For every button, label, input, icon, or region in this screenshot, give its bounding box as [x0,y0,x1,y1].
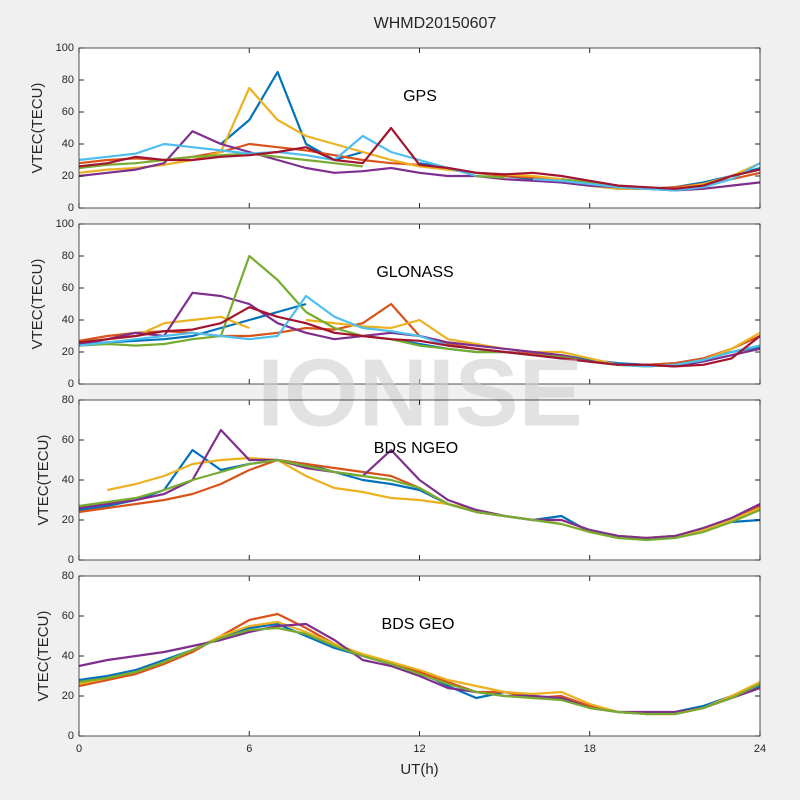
annotation: BDS GEO [382,616,455,633]
plot-area [79,48,760,208]
plot-area [79,224,760,384]
y-axis-label: VTEC(TECU) [35,611,52,702]
x-tick-label: 24 [754,743,766,755]
series-line [78,306,761,368]
annotation: GLONASS [376,264,453,281]
plot-area [79,576,760,736]
annotation: GPS [403,88,437,105]
y-tick-label: 20 [62,514,74,526]
y-tick-label: 40 [62,314,74,326]
y-axis-label: VTEC(TECU) [29,83,46,174]
figure-title: WHMD20150607 [374,15,497,32]
y-tick-label: 20 [62,170,74,182]
series-line [78,622,761,714]
y-tick-label: 60 [62,282,74,294]
y-tick-label: 40 [62,474,74,486]
y-tick-label: 0 [68,730,74,742]
y-tick-label: 0 [68,554,74,566]
y-tick-label: 80 [62,394,74,406]
y-tick-label: 0 [68,378,74,390]
y-tick-label: 80 [62,74,74,86]
y-tick-label: 100 [56,42,74,54]
x-axis-label: UT(h) [400,761,438,778]
y-tick-label: 40 [62,138,74,150]
y-tick-label: 60 [62,610,74,622]
y-tick-label: 20 [62,690,74,702]
x-tick-label: 0 [76,743,82,755]
y-tick-label: 60 [62,106,74,118]
annotation: BDS NGEO [374,440,458,457]
axes-box [78,223,761,385]
series-line [78,126,761,190]
y-tick-label: 20 [62,346,74,358]
series-line [78,458,761,542]
y-tick-label: 0 [68,202,74,214]
watermark: IONISE [257,339,582,446]
y-tick-label: 100 [56,218,74,230]
series-line [78,626,761,716]
axes-box [78,399,761,561]
y-tick-label: 60 [62,434,74,446]
y-axis-label: VTEC(TECU) [35,435,52,526]
y-tick-label: 40 [62,650,74,662]
series-line [78,294,761,368]
y-tick-label: 80 [62,250,74,262]
axes-box [78,575,761,737]
y-tick-label: 80 [62,570,74,582]
x-tick-label: 12 [413,743,425,755]
x-tick-label: 18 [584,743,596,755]
x-tick-label: 6 [246,743,252,755]
axes-box [78,47,761,209]
y-axis-label: VTEC(TECU) [29,259,46,350]
